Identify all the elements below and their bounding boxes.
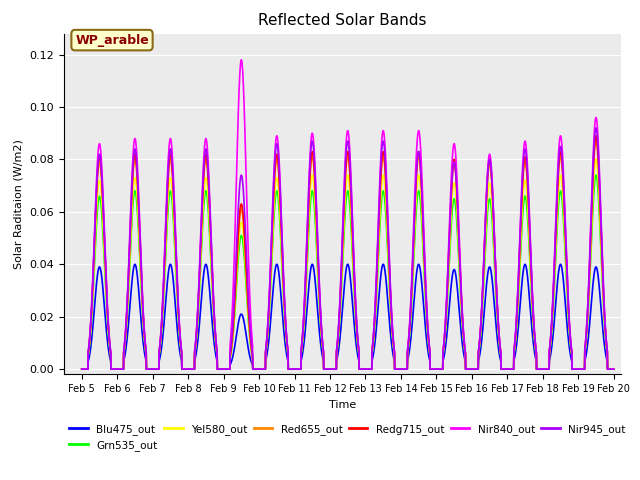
X-axis label: Time: Time: [329, 400, 356, 409]
Title: Reflected Solar Bands: Reflected Solar Bands: [258, 13, 427, 28]
Legend: Blu475_out, Grn535_out, Yel580_out, Red655_out, Redg715_out, Nir840_out, Nir945_: Blu475_out, Grn535_out, Yel580_out, Red6…: [69, 424, 625, 451]
Text: WP_arable: WP_arable: [75, 34, 149, 47]
Y-axis label: Solar Raditaion (W/m2): Solar Raditaion (W/m2): [14, 139, 24, 269]
